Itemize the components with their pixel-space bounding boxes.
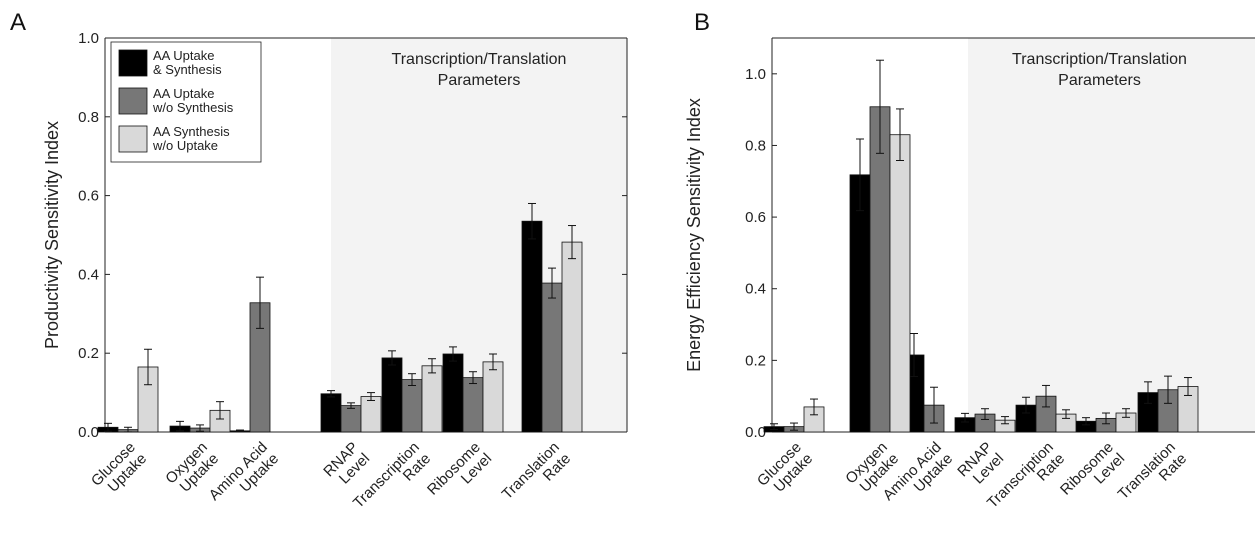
bar [421,365,443,433]
bar [442,353,464,433]
bar [320,393,342,433]
y-tick-label: 0.8 [745,137,766,154]
legend-swatch [118,125,148,153]
category-label: Amino AcidUptake [206,439,282,515]
y-tick-label: 1.0 [78,30,99,47]
bar [381,357,403,433]
y-tick-label: 0.4 [78,266,99,283]
y-tick-label: 0.8 [78,109,99,126]
y-tick-label: 0.6 [78,188,99,205]
category-label: RibosomeLevel [424,439,495,510]
legend-label: w/o Synthesis [152,100,234,115]
category-label: Amino AcidUptake [880,439,956,515]
legend-label: & Synthesis [153,62,222,77]
y-axis-label: Productivity Sensitivity Index [42,121,62,349]
bar [521,220,543,433]
legend-label: AA Synthesis [153,124,230,139]
legend-label: w/o Uptake [152,138,218,153]
y-tick-label: 0.6 [745,209,766,226]
shaded-region [968,38,1255,432]
bar [340,405,362,433]
legend-swatch [118,49,148,77]
category-label: TranslationRate [1115,439,1190,514]
category-label: RibosomeLevel [1057,439,1128,510]
bar [482,361,504,433]
category-label: GlucoseUptake [754,439,816,501]
shaded-region-title: Transcription/Translation [1012,51,1187,68]
y-tick-label: 1.0 [745,66,766,83]
shaded-region-title: Parameters [438,72,521,89]
category-label: TranscriptionRate [984,439,1068,523]
shaded-region [331,38,627,432]
bar [360,396,382,433]
y-axis-label: Energy Efficiency Sensitivity Index [684,98,704,372]
bar [541,282,563,433]
category-label: TranslationRate [499,439,574,514]
bar [849,174,871,433]
legend-label: AA Uptake [153,86,214,101]
legend-label: AA Uptake [153,48,214,63]
y-tick-label: 0.0 [745,424,766,441]
shaded-region-title: Transcription/Translation [392,51,567,68]
y-tick-label: 0.2 [78,345,99,362]
panel-letter: A [10,9,26,36]
bar [889,134,911,433]
y-tick-label: 0.0 [78,424,99,441]
panel-B: Transcription/Translation Parameters 0.0 0.… [684,9,1255,523]
category-label: GlucoseUptake [88,439,150,501]
legend-swatch [118,87,148,115]
bar [561,241,583,433]
y-tick-label: 0.4 [745,281,766,298]
shaded-region-title: Parameters [1058,72,1141,89]
y-tick-label: 0.2 [745,352,766,369]
category-label: TranscriptionRate [350,439,434,523]
bar [869,106,891,433]
bar [401,379,423,433]
bar [462,377,484,433]
panel-letter: B [694,9,710,36]
panel-A: Transcription/Translation Parameters 0.0 0.… [10,9,628,523]
